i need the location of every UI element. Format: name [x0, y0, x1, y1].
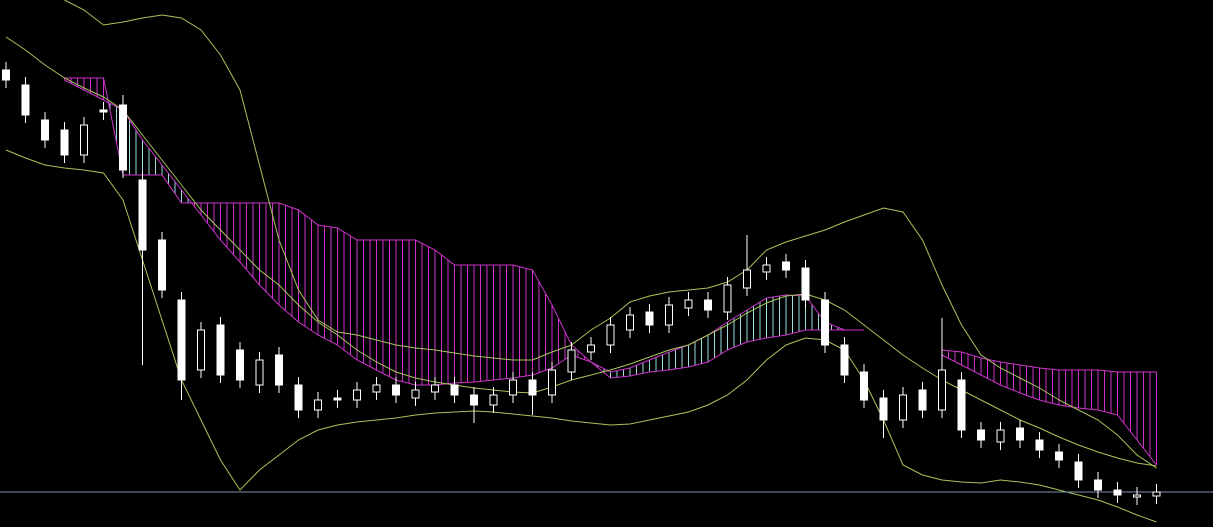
candle-body — [119, 104, 127, 171]
candle-body — [99, 109, 108, 113]
candle-body — [1152, 491, 1161, 497]
candle-body — [333, 397, 342, 401]
candle-body — [489, 394, 498, 406]
candle-body — [255, 359, 264, 386]
span-b-line — [64, 77, 1157, 379]
candle-body — [138, 179, 147, 251]
candle-body — [353, 389, 361, 401]
candle-body — [684, 299, 693, 309]
candle-body — [177, 299, 186, 381]
candle-body — [840, 344, 849, 376]
candle-body — [411, 389, 420, 399]
candle-body — [821, 299, 829, 346]
candle-body — [1074, 461, 1083, 481]
candle-body — [567, 349, 576, 373]
candle-body — [392, 384, 400, 396]
candle-body — [860, 371, 868, 401]
candle-body — [2, 69, 10, 81]
candle-body — [665, 304, 673, 326]
candle-body — [275, 354, 283, 386]
candle-body — [1133, 494, 1141, 498]
candle-body — [704, 299, 712, 311]
candle-body — [899, 394, 907, 421]
candle-body — [21, 84, 30, 116]
candle-body — [879, 397, 888, 421]
candle-body — [977, 429, 985, 441]
candle-body — [1055, 451, 1063, 461]
candle-body — [801, 267, 810, 301]
candle-body — [41, 119, 49, 141]
candle-body — [80, 124, 88, 156]
candle-body — [587, 344, 595, 353]
candle-body — [743, 269, 751, 289]
candle-body — [918, 389, 927, 411]
candle-body — [372, 384, 381, 393]
candle-body — [1035, 439, 1044, 451]
candle-body — [470, 394, 478, 406]
candle-body — [60, 129, 69, 156]
candle-body — [1094, 479, 1102, 491]
cloud — [64, 77, 1157, 466]
candle-body — [158, 239, 166, 291]
candle-body — [645, 311, 654, 326]
candle-body — [626, 314, 634, 331]
candle-body — [548, 369, 556, 396]
candle-body — [197, 329, 205, 371]
candle-body — [938, 369, 946, 411]
candle-body — [236, 349, 244, 381]
candle-body — [528, 379, 537, 396]
candle-body — [450, 384, 459, 396]
candle-body — [606, 324, 615, 346]
candle-body — [723, 284, 732, 313]
candle-body — [782, 261, 790, 271]
candle-body — [431, 384, 439, 393]
candle-body — [509, 379, 517, 396]
candle-body — [1113, 489, 1122, 496]
candle-body — [996, 429, 1005, 443]
span-a-line — [64, 79, 1157, 466]
candle-body — [294, 384, 303, 411]
candle-body — [1016, 427, 1024, 441]
band-lower — [5, 149, 1157, 523]
candle-body — [216, 324, 225, 376]
candle-body — [314, 399, 322, 411]
candle-body — [762, 264, 771, 273]
candles — [2, 62, 1161, 505]
candle-body — [957, 379, 966, 431]
